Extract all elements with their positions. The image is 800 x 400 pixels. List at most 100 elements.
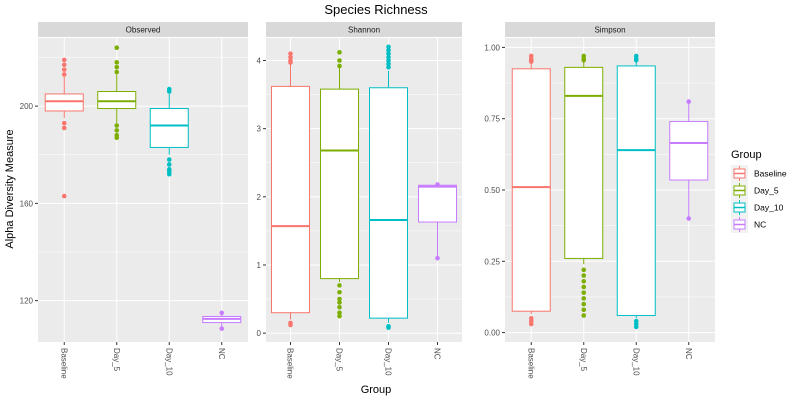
outlier-point	[337, 283, 342, 288]
box-iqr	[564, 66, 604, 259]
outlier-point	[114, 69, 120, 75]
outlier-point	[61, 57, 67, 63]
box-iqr	[369, 87, 408, 319]
data-point	[219, 310, 225, 316]
outlier-point	[337, 58, 342, 63]
outlier-point	[166, 171, 172, 177]
panel-shannon: Shannon 0 1 2 3 4 Baseline Day_5 Day_10 NC	[257, 22, 462, 379]
data-point	[219, 326, 225, 331]
outlier-point	[386, 44, 391, 50]
outlier-point	[114, 135, 120, 141]
y-tick-label: 0.25	[484, 257, 500, 266]
data-point	[686, 99, 692, 104]
x-tick-label: Baseline	[59, 348, 68, 379]
outlier-point	[288, 322, 293, 328]
y-tick-label: 2	[257, 193, 262, 202]
x-tick-label: Baseline	[526, 348, 535, 379]
y-tick-label: 200	[20, 102, 34, 111]
box-iqr	[44, 93, 84, 112]
y-tick-label: 0.50	[484, 186, 500, 195]
outlier-point	[337, 296, 342, 302]
outlier-point	[61, 125, 67, 131]
box-day_5	[564, 53, 604, 318]
box-iqr	[149, 108, 189, 148]
legend-key-baseline	[731, 165, 748, 182]
outlier-point	[386, 61, 391, 67]
x-tick-label: Day_5	[335, 348, 344, 372]
box-nc	[669, 99, 709, 221]
x-tick-label: NC	[217, 348, 226, 360]
outlier-point	[386, 65, 391, 70]
y-tick-label: 160	[20, 199, 34, 208]
outlier-point	[581, 296, 587, 301]
outlier-point	[61, 120, 67, 126]
outlier-point	[166, 157, 172, 162]
box-iqr	[320, 88, 359, 280]
outlier-point	[581, 313, 587, 318]
outlier-point	[114, 45, 120, 51]
x-tick-label: Day_5	[112, 348, 121, 372]
plot-title: Species Richness	[324, 2, 428, 17]
outlier-point	[288, 54, 293, 60]
box-nc	[418, 182, 457, 261]
outlier-point	[581, 301, 587, 307]
box-baseline	[271, 51, 310, 328]
legend-key-nc	[731, 216, 748, 233]
strip-observed	[38, 22, 248, 37]
outlier-point	[581, 57, 587, 63]
y-tick-label: 0	[257, 329, 262, 338]
outlier-point	[337, 310, 342, 315]
outlier-point	[528, 321, 534, 327]
y-tick-label: 120	[20, 297, 34, 306]
box-day_5	[320, 50, 359, 319]
outlier-point	[61, 67, 67, 72]
y-tick-label: 0.00	[484, 329, 500, 338]
outlier-point	[633, 324, 639, 330]
box-day_10	[149, 86, 189, 177]
strip-label: Simpson	[594, 26, 625, 35]
outlier-point	[61, 72, 67, 77]
x-tick-label: NC	[684, 348, 693, 360]
data-point	[435, 255, 440, 261]
outlier-point	[166, 162, 172, 167]
legend-key-day_5	[731, 182, 748, 199]
x-tick-label: Day_10	[631, 348, 640, 376]
strip-simpson	[505, 22, 715, 37]
panel-simpson: Simpson 0.00 0.25 0.50 0.75 1.00 Baseline Day_5…	[484, 22, 715, 379]
y-tick-label: 4	[257, 56, 262, 65]
box-day_10	[616, 53, 656, 330]
outlier-point	[337, 289, 342, 295]
x-axis-title: Group	[361, 384, 392, 396]
x-tick-label: Day_5	[579, 348, 588, 372]
data-point	[435, 182, 440, 187]
outlier-point	[114, 64, 120, 70]
outlier-point	[114, 128, 120, 133]
box-iqr	[616, 65, 656, 316]
box-iqr	[97, 91, 137, 110]
y-tick-label: 1.00	[484, 43, 500, 52]
y-tick-label: 1	[257, 261, 262, 270]
box-iqr	[511, 68, 551, 312]
x-tick-label: NC	[433, 348, 442, 360]
box-day_5	[97, 45, 137, 141]
outlier-point	[386, 325, 391, 330]
legend-label-day_10: Day_10	[754, 203, 784, 213]
legend-key-day_10	[731, 199, 748, 216]
y-tick-label: 0.75	[484, 115, 500, 124]
outlier-point	[386, 47, 391, 53]
outlier-point	[386, 51, 391, 56]
outlier-point	[633, 57, 639, 63]
x-tick-label: Day_10	[164, 348, 173, 376]
legend-label-baseline: Baseline	[754, 169, 787, 179]
outlier-point	[386, 54, 391, 60]
strip-label: Observed	[126, 26, 161, 35]
outlier-point	[288, 51, 293, 56]
outlier-point	[114, 123, 120, 128]
outlier-point	[288, 60, 293, 65]
outlier-point	[581, 267, 587, 273]
outlier-point	[114, 60, 120, 65]
y-axis-title: Alpha Diversity Measure	[4, 129, 16, 248]
box-baseline	[44, 57, 84, 199]
